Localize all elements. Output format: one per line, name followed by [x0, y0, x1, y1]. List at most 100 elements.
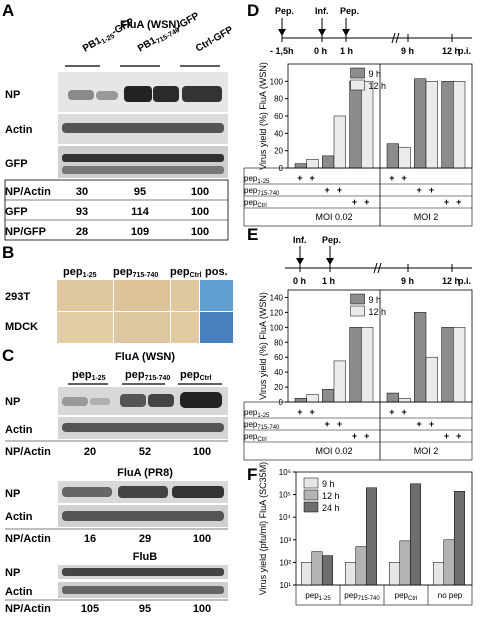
band: [124, 86, 152, 102]
plus-sign: +: [417, 419, 422, 429]
panel-c-ratio: NP/Actin: [5, 446, 51, 458]
quant-label: NP/GFP: [5, 226, 46, 238]
timeline-e: [285, 246, 472, 274]
bar-12h: [333, 115, 346, 169]
y-tick-label: 140: [270, 293, 284, 302]
panel-letter-b: B: [2, 243, 14, 262]
micrograph: [200, 280, 233, 311]
bar-12h: [306, 159, 319, 169]
timeline-tick: 0 h: [293, 276, 306, 286]
panel-a-lane-1: PB11-25-GFP: [81, 16, 137, 55]
category-label: pep715-740: [344, 591, 380, 602]
plus-sign: +: [417, 185, 422, 195]
legend-label: 9 h: [369, 295, 382, 305]
micrograph: [114, 312, 170, 343]
bar-12h: [425, 81, 438, 169]
panel-c-lane: pepCtrl: [180, 369, 212, 382]
y-tick-label: 100: [270, 77, 284, 86]
bar-12h: [399, 540, 411, 586]
row-label-gfp-a: GFP: [5, 158, 28, 170]
category-label: pep1-25: [305, 591, 331, 602]
panel-c-title-3: FluB: [133, 551, 157, 563]
timeline-tick: 12 h: [442, 276, 460, 286]
plus-sign: +: [456, 431, 461, 441]
legend-swatch: [350, 305, 365, 317]
y-tick-label: 80: [274, 338, 283, 347]
y-tick-label: 60: [274, 112, 283, 121]
y-tick-label: 10³: [279, 536, 291, 545]
band: [96, 91, 118, 100]
panel-c-title-1: FluA (WSN): [115, 351, 175, 363]
treatment-label: pep715-740: [244, 186, 280, 197]
band: [62, 154, 224, 162]
panel-a-lane-2: PB1715-740-GFP: [136, 10, 202, 55]
plus-sign: +: [429, 419, 434, 429]
timeline-tick: p.i.: [458, 276, 471, 286]
panel-b-row: MDCK: [5, 321, 38, 333]
bar-12h: [453, 327, 466, 403]
bar-12h: [311, 551, 323, 586]
y-axis-label: Virus yield (%) FluA (WSN): [258, 62, 268, 170]
timeline-tick: 9 h: [401, 276, 414, 286]
timeline-tick: 0 h: [314, 46, 327, 56]
quant-value: 93: [76, 206, 88, 218]
legend-swatch: [303, 501, 319, 513]
panel-a-lane-3: Ctrl-GFP: [194, 24, 235, 54]
quant-table-a: [4, 179, 229, 241]
bar-9h: [294, 163, 307, 169]
legend-label: 9 h: [369, 69, 382, 79]
panel-b-col: pep715-740: [113, 266, 158, 279]
bar-9h: [349, 81, 362, 169]
y-axis-label: Virus yield (%) FluA (WSN): [258, 292, 268, 400]
bar-9h: [301, 562, 313, 586]
legend-label: 12 h: [369, 307, 387, 317]
legend-swatch: [350, 79, 365, 91]
timeline-label: Pep.: [340, 6, 359, 16]
treatment-label: pep715-740: [244, 420, 280, 431]
quant-value: 100: [191, 226, 209, 238]
bar-9h: [322, 389, 335, 403]
micrograph: [57, 280, 113, 311]
micrograph: [171, 280, 199, 311]
legend-swatch: [350, 293, 365, 305]
bar-12h: [355, 546, 367, 586]
bar-24h: [321, 555, 333, 586]
ratio-value: 52: [139, 446, 151, 458]
plus-sign: +: [364, 431, 369, 441]
plus-sign: +: [352, 431, 357, 441]
plus-sign: +: [297, 173, 302, 183]
y-tick-label: 40: [274, 129, 283, 138]
band: [182, 86, 222, 102]
plus-sign: +: [444, 431, 449, 441]
timeline-label: Pep.: [275, 6, 294, 16]
y-tick-label: 10⁵: [279, 491, 291, 500]
bar-12h: [306, 394, 319, 403]
band: [62, 166, 224, 174]
quant-label: GFP: [5, 206, 28, 218]
y-tick-label: 100: [270, 323, 284, 332]
panel-letter-d: D: [247, 1, 259, 20]
panel-a-title: FluA (WSN): [120, 19, 180, 31]
plus-sign: +: [337, 185, 342, 195]
treatment-label: pep1-25: [244, 174, 270, 185]
plus-sign: +: [337, 419, 342, 429]
quant-value: 114: [131, 206, 150, 218]
ratio-value: 95: [139, 603, 151, 615]
moi-label: MOI 0.02: [315, 446, 352, 456]
bar-9h: [349, 327, 362, 403]
panel-c-row: Actin: [5, 586, 33, 598]
plus-sign: +: [310, 407, 315, 417]
quant-value: 100: [191, 186, 209, 198]
band: [62, 123, 224, 133]
treatment-label: pepCtrl: [244, 432, 267, 443]
plus-sign: +: [402, 173, 407, 183]
treatment-box: [243, 401, 473, 461]
bar-9h: [386, 392, 399, 403]
quant-value: 28: [76, 226, 88, 238]
bar-12h: [361, 81, 374, 169]
panel-c-lane: pep1-25: [72, 369, 106, 382]
y-tick-label: 120: [270, 308, 284, 317]
quant-value: 95: [134, 186, 146, 198]
panel-letter-f: F: [247, 465, 257, 484]
